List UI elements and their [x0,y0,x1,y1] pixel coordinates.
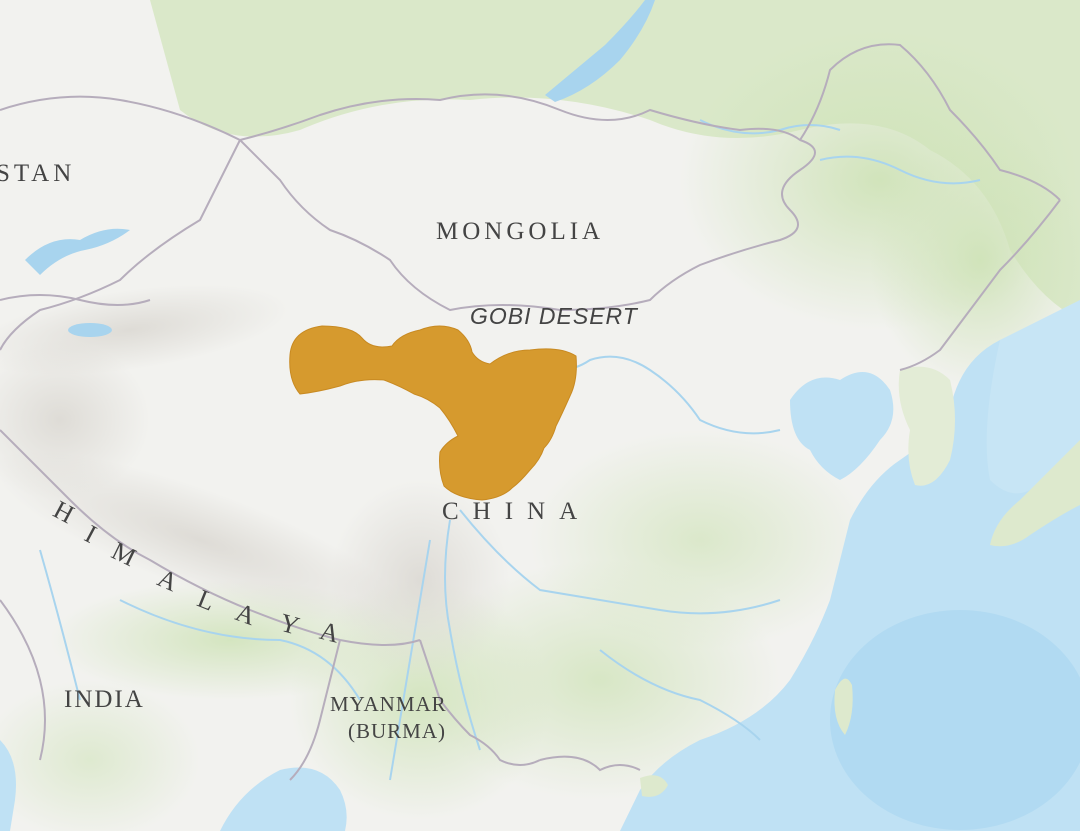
label-india: INDIA [64,686,145,713]
border-india-west [0,599,46,761]
border-india-myanmar [289,639,341,781]
arabian-sea [0,740,16,831]
border-china-myanmar [419,639,541,766]
label-gobi-desert: GOBI DESERT [470,303,638,329]
taiwan [834,678,853,735]
label-burma: (BURMA) [348,719,447,743]
label-stan: STAN [0,160,76,187]
highlighted-range-area[interactable] [289,325,577,501]
border-tibet-india [0,429,421,646]
lake-baikal [545,0,655,102]
label-mongolia: MONGOLIA [436,218,605,245]
korea [898,366,955,486]
label-china: CHINA [442,498,592,525]
lake-issyk-kul [68,323,112,337]
seas [0,300,1080,831]
lake-balkhash [25,228,130,275]
japan [990,440,1080,547]
yellow-sea [790,372,894,480]
bay-of-bengal [220,767,347,831]
border-china-vietnam [539,755,641,772]
rivers [39,119,981,781]
country-borders [0,43,1061,781]
islands [640,366,1080,797]
border-mongolia [239,93,816,312]
sea-of-japan [986,300,1080,494]
hainan [640,775,668,797]
border-west-china [0,139,241,351]
border-china-korea [899,199,1061,371]
border-kyrgyz [0,294,151,306]
border-kazakhstan [0,95,241,141]
border-russia-china [799,43,1061,201]
mountain-shading [0,284,510,680]
label-myanmar: MYANMAR [330,692,447,716]
